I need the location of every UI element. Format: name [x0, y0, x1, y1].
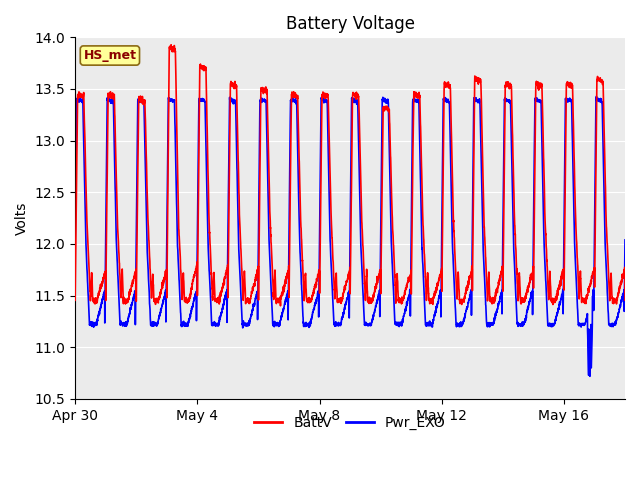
Legend: BattV, Pwr_EXO: BattV, Pwr_EXO [249, 410, 451, 435]
BattV [189, 278, 197, 284]
Pwr_EXO [621, 237, 629, 243]
BattV [71, 298, 79, 303]
Pwr_EXO [404, 297, 412, 303]
Pwr_EXO [189, 301, 196, 307]
BattV [276, 303, 284, 309]
Line: BattV: BattV [75, 45, 625, 306]
Title: Battery Voltage: Battery Voltage [285, 15, 415, 33]
BattV [225, 213, 233, 218]
Text: HS_met: HS_met [83, 49, 136, 62]
BattV [621, 297, 629, 303]
Y-axis label: Volts: Volts [15, 202, 29, 235]
BattV [413, 93, 421, 99]
Pwr_EXO [569, 154, 577, 159]
Pwr_EXO [225, 163, 232, 169]
BattV [569, 105, 577, 111]
BattV [404, 278, 412, 284]
Line: Pwr_EXO: Pwr_EXO [75, 96, 625, 376]
Pwr_EXO [621, 252, 628, 258]
BattV [167, 42, 175, 48]
Pwr_EXO [586, 373, 594, 379]
BattV [621, 265, 628, 271]
Pwr_EXO [71, 237, 79, 242]
Pwr_EXO [593, 94, 600, 99]
Pwr_EXO [413, 99, 421, 105]
